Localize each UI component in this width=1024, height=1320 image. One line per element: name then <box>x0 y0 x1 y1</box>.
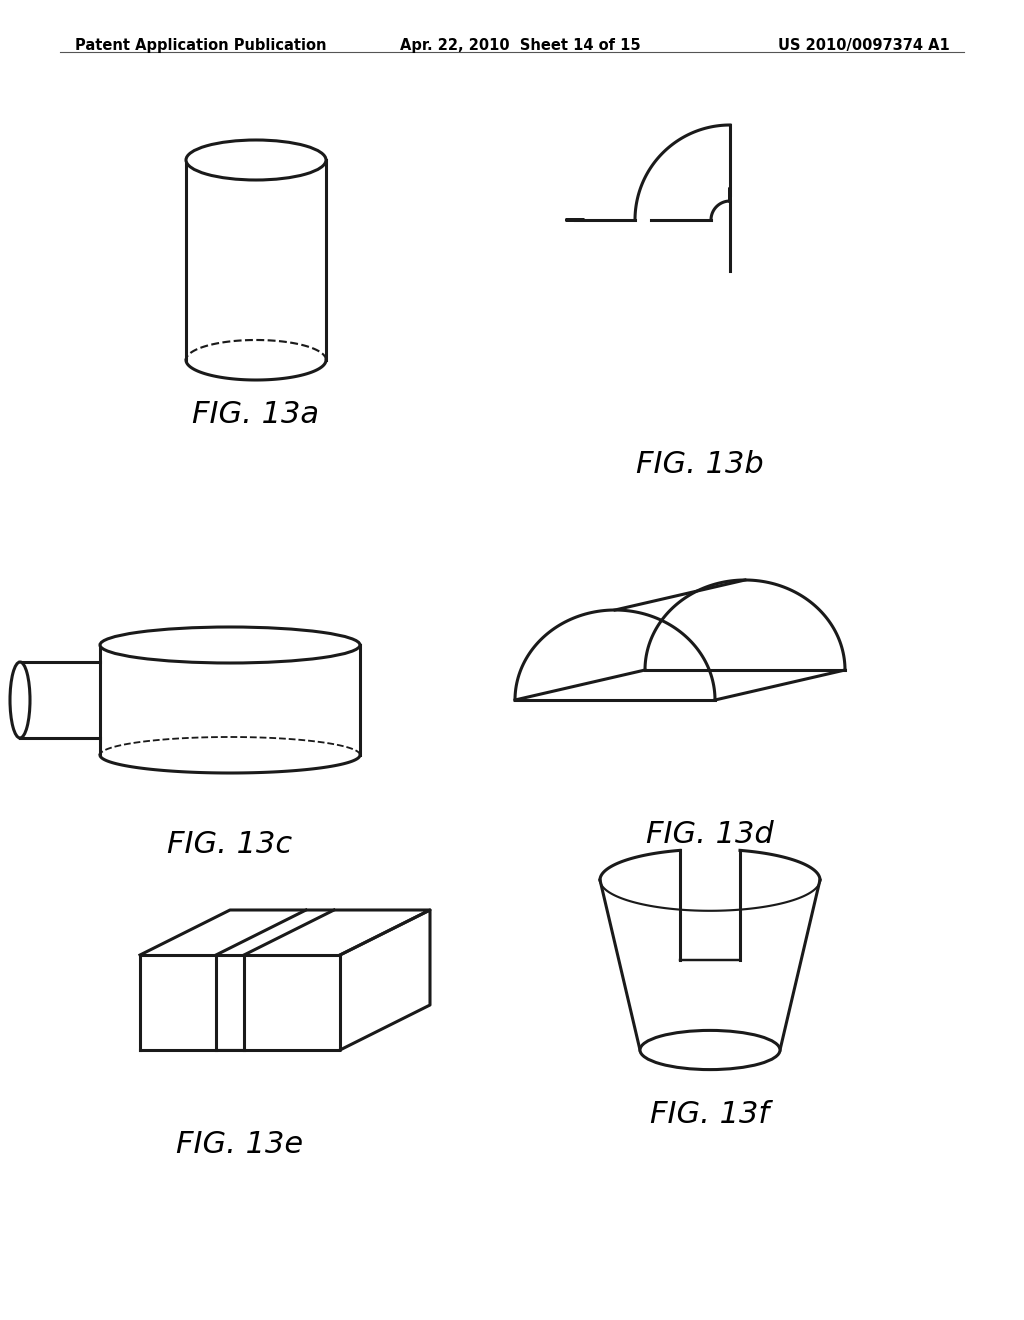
Text: FIG. 13f: FIG. 13f <box>650 1100 770 1129</box>
Text: FIG. 13d: FIG. 13d <box>646 820 774 849</box>
Text: FIG. 13c: FIG. 13c <box>168 830 293 859</box>
Ellipse shape <box>100 627 360 663</box>
Ellipse shape <box>186 140 326 180</box>
Text: US 2010/0097374 A1: US 2010/0097374 A1 <box>778 38 950 53</box>
Text: Patent Application Publication: Patent Application Publication <box>75 38 327 53</box>
Text: Apr. 22, 2010  Sheet 14 of 15: Apr. 22, 2010 Sheet 14 of 15 <box>400 38 641 53</box>
Text: FIG. 13a: FIG. 13a <box>193 400 319 429</box>
Text: FIG. 13e: FIG. 13e <box>176 1130 303 1159</box>
Ellipse shape <box>640 1031 780 1069</box>
Text: FIG. 13b: FIG. 13b <box>636 450 764 479</box>
Ellipse shape <box>10 663 30 738</box>
